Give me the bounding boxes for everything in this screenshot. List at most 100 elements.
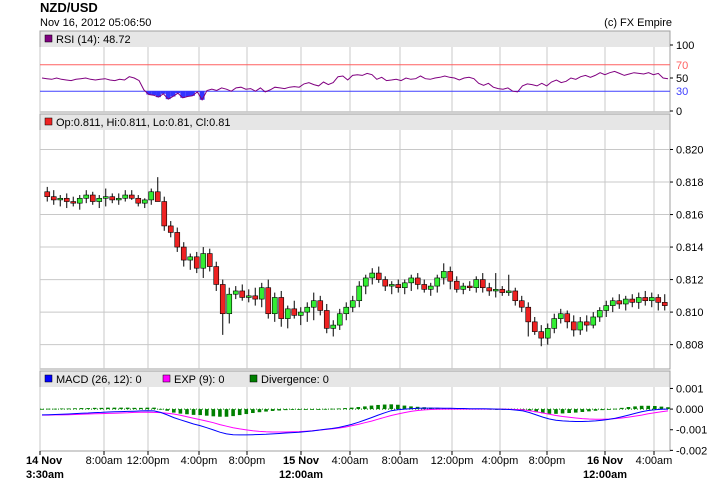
time-axis-sublabel: 3:30am	[26, 469, 64, 481]
time-axis-label: 8:00pm	[529, 455, 566, 467]
divergence-bar	[264, 409, 268, 412]
time-axis-label: 4:00pm	[181, 455, 218, 467]
candle	[206, 248, 213, 272]
divergence-bar	[185, 409, 189, 415]
divergence-bar	[244, 409, 249, 415]
rsi-panel: RSI (14): 48.72 100 50 0 70 30	[39, 30, 694, 118]
candle-body	[89, 194, 96, 202]
price-y-tick-label: 0.814	[676, 242, 704, 254]
candle	[453, 276, 460, 293]
candle-body	[304, 306, 311, 313]
divergence-bar	[119, 407, 123, 410]
time-axis-label: 12:00pm	[127, 455, 170, 467]
candle-body	[83, 194, 90, 199]
candle-body	[512, 290, 519, 302]
divergence-bar	[567, 409, 571, 414]
candle-body	[76, 197, 83, 204]
candle	[447, 266, 454, 290]
candle-body	[421, 284, 428, 290]
candle	[63, 193, 70, 209]
divergence-bar	[606, 409, 611, 410]
candle	[583, 315, 590, 332]
candle-body	[115, 197, 122, 201]
candle-body	[375, 272, 382, 280]
candle-body	[369, 272, 376, 279]
macd-y-tick-label: 0.001	[676, 383, 704, 395]
divergence-bar	[139, 407, 143, 410]
candle	[323, 303, 330, 334]
candle	[401, 279, 408, 295]
candle-body	[603, 305, 610, 311]
candle	[174, 227, 181, 252]
divergence-bar	[66, 408, 71, 410]
candle-body	[50, 196, 57, 201]
candle	[161, 196, 168, 231]
candle-body	[44, 191, 51, 197]
candle	[369, 268, 376, 285]
candle	[115, 193, 122, 205]
divergence-bar	[40, 408, 44, 410]
candle	[297, 307, 304, 326]
candle	[460, 282, 467, 295]
rsi-y-tick-label: 100	[676, 40, 694, 52]
candle	[375, 266, 382, 283]
candle-body	[57, 197, 64, 201]
divergence-bar	[653, 405, 657, 410]
price-y-tick-label: 0.820	[676, 145, 704, 157]
candle	[577, 316, 584, 335]
macd-legend-swatch	[44, 374, 53, 383]
time-axis-label: 8:00pm	[229, 455, 266, 467]
candle	[232, 286, 239, 300]
candle-body	[284, 308, 291, 319]
candle	[648, 292, 655, 308]
divergence-bar	[369, 405, 374, 410]
candle	[70, 196, 77, 207]
symbol-title: NZD/USD	[40, 0, 98, 15]
time-axis: 14 Nov 3:30am 8:00am 12:00pm 4:00pm 8:00pm 15 …	[26, 451, 672, 481]
candle	[421, 279, 428, 293]
rsi-reference-label: 30	[676, 86, 688, 98]
divergence-bar	[297, 409, 301, 410]
price-y-tick-label: 0.816	[676, 210, 704, 222]
rsi-legend-swatch	[44, 34, 53, 43]
divergence-bar	[336, 408, 341, 410]
divergence-bar	[191, 409, 196, 415]
candle-body	[219, 284, 226, 315]
time-axis-label: 4:00am	[636, 455, 673, 467]
divergence-bar	[580, 409, 585, 412]
candle-body	[609, 300, 616, 306]
candle-body	[655, 297, 662, 303]
divergence-bar	[204, 409, 209, 416]
candle-body	[102, 196, 109, 199]
candle	[96, 195, 103, 209]
time-axis-label: 4:00am	[332, 455, 369, 467]
candle-body	[525, 306, 532, 323]
candle-body	[206, 253, 213, 267]
time-axis-label: 14 Nov	[26, 455, 63, 467]
divergence-bar	[145, 407, 150, 410]
candle-body	[466, 285, 473, 289]
macd-y-tick-label: 0.000	[676, 404, 704, 416]
divergence-bar	[284, 409, 288, 411]
time-axis-sublabel: 12:00am	[583, 469, 627, 481]
candle	[57, 195, 64, 207]
candle	[414, 273, 421, 290]
candle	[213, 261, 220, 291]
candle	[317, 295, 324, 316]
divergence-bar	[218, 409, 222, 417]
divergence-bar	[231, 409, 235, 417]
divergence-bar	[290, 409, 295, 410]
candle-body	[232, 290, 239, 295]
candle-body	[414, 277, 421, 285]
candle-body	[161, 201, 168, 227]
macd-legend-label: MACD (26, 12): 0	[56, 374, 142, 386]
price-y-tick-label: 0.808	[676, 340, 704, 352]
chart-header: NZD/USD Nov 16, 2012 05:06:50 (c) FX Emp…	[40, 0, 672, 32]
candle	[395, 279, 402, 293]
candle-body	[63, 197, 70, 202]
candle-body	[616, 300, 623, 305]
divergence-bar	[376, 404, 380, 410]
divergence-bar	[540, 409, 545, 414]
candle	[538, 325, 545, 347]
candle	[499, 286, 506, 296]
